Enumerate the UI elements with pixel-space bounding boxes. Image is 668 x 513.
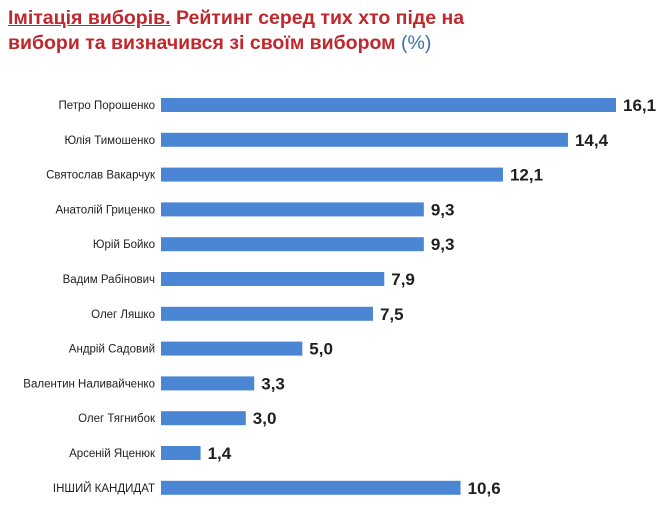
title-line2: вибори та визначився зі своїм вибором [8,32,396,54]
bar [161,132,568,147]
bar [161,272,385,286]
bar [161,411,246,426]
category-label: Олег Ляшко [91,309,155,321]
bar [161,237,424,252]
value-label: 14,4 [575,131,609,150]
category-label: Юлія Тимошенко [64,135,155,147]
value-label: 12,1 [510,166,543,185]
title-unit: (%) [401,32,432,54]
value-label: 16,1 [623,96,656,115]
value-label: 3,0 [253,409,277,428]
bar [161,306,373,321]
category-label: Вадим Рабінович [63,274,155,286]
chart-title: Імітація виборів. Рейтинг серед тих хто … [8,6,658,56]
bars-group: Петро Порошенко 16,1 Юлія Тимошенко 14,4 Свя… [23,96,656,498]
value-label: 7,5 [380,305,404,324]
value-label: 3,3 [261,374,285,393]
category-label: Святослав Вакарчук [46,170,156,182]
value-label: 9,3 [431,235,455,254]
bar [161,98,616,112]
bar [161,167,503,182]
bar [161,376,255,391]
category-label: Петро Порошенко [58,100,155,112]
title-lead: Імітація виборів. [8,7,171,29]
title-line1-rest: Рейтинг серед тих хто піде на [170,7,465,29]
value-label: 9,3 [431,200,455,219]
category-label: Юрій Бойко [93,239,155,251]
value-label: 1,4 [208,444,232,463]
category-label: ІНШИЙ КАНДИДАТ [53,482,155,495]
category-label: Андрій Садовий [69,344,155,356]
bar [161,341,303,356]
category-label: Олег Тягнибок [78,413,156,425]
category-label: Валентин Наливайченко [23,378,155,390]
bar [161,446,201,460]
value-label: 5,0 [309,340,333,359]
bar [161,480,461,495]
category-label: Арсеній Яценюк [69,448,156,460]
value-label: 10,6 [468,479,501,498]
bar [161,202,424,217]
category-label: Анатолій Гриценко [56,204,156,216]
value-label: 7,9 [391,270,415,289]
